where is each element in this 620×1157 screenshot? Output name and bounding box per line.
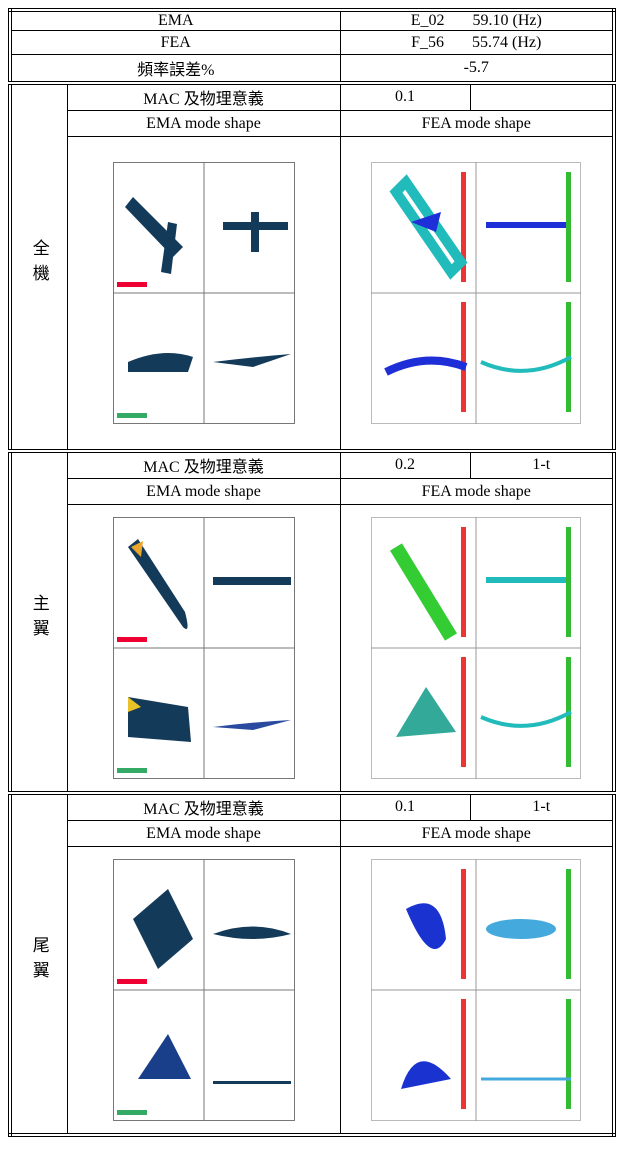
label-text: 全機 (27, 239, 52, 289)
cell: FEA mode shape (340, 479, 614, 505)
ema-mode-shape-image (113, 517, 295, 779)
section-label: 主翼 (10, 451, 67, 793)
cell: FEA (10, 31, 340, 55)
cell: 1-t (470, 451, 614, 479)
cell (67, 847, 340, 1135)
cell: FEA mode shape (340, 111, 614, 137)
cell (340, 505, 614, 793)
cell: F_56 55.74 (Hz) (340, 31, 614, 55)
cell: FEA mode shape (340, 821, 614, 847)
label-text: 尾翼 (27, 936, 52, 986)
section-label: 尾翼 (10, 793, 67, 1135)
cell: 0.2 (340, 451, 470, 479)
cell: MAC 及物理意義 (67, 793, 340, 821)
mode: F_56 (411, 34, 444, 51)
mode: E_02 (411, 12, 445, 29)
comparison-table: EMA E_02 59.10 (Hz) FEA F_56 55.74 (Hz) 頻率… (8, 8, 616, 1137)
cell: 0.1 (340, 83, 470, 111)
cell (470, 83, 614, 111)
cell (340, 847, 614, 1135)
page: EMA E_02 59.10 (Hz) FEA F_56 55.74 (Hz) 頻率… (0, 0, 620, 1157)
row (10, 847, 614, 1135)
row: EMA E_02 59.10 (Hz) (10, 10, 614, 31)
cell: MAC 及物理意義 (67, 83, 340, 111)
row: FEA F_56 55.74 (Hz) (10, 31, 614, 55)
fea-mode-shape-image (371, 162, 581, 424)
cell: -5.7 (340, 55, 614, 83)
cell: EMA mode shape (67, 111, 340, 137)
fea-mode-shape-image (371, 859, 581, 1121)
cell (340, 137, 614, 451)
cell: MAC 及物理意義 (67, 451, 340, 479)
row (10, 505, 614, 793)
cell: 頻率誤差% (10, 55, 340, 83)
label-text: 主翼 (27, 594, 52, 644)
cell: 0.1 (340, 793, 470, 821)
row: 頻率誤差% -5.7 (10, 55, 614, 83)
cell (67, 505, 340, 793)
cell: E_02 59.10 (Hz) (340, 10, 614, 31)
cell: 1-t (470, 793, 614, 821)
ema-mode-shape-image (113, 859, 295, 1121)
cell: EMA (10, 10, 340, 31)
cell (67, 137, 340, 451)
cell: EMA mode shape (67, 479, 340, 505)
row (10, 137, 614, 451)
section-label: 全機 (10, 83, 67, 451)
cell: EMA mode shape (67, 821, 340, 847)
freq: 55.74 (Hz) (472, 34, 541, 51)
fea-mode-shape-image (371, 517, 581, 779)
ema-mode-shape-image (113, 162, 295, 424)
freq: 59.10 (Hz) (472, 12, 541, 29)
